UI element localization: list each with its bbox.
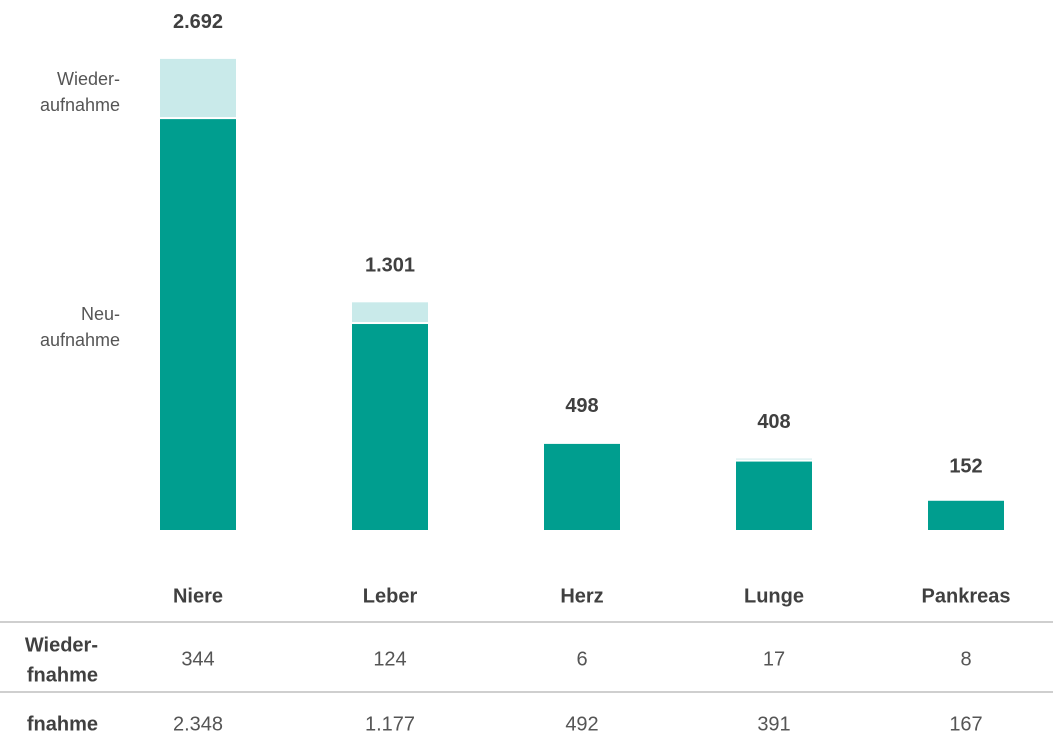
row-label: Wieder- [25, 634, 98, 656]
bar-segment [736, 461, 812, 530]
table-value: 391 [757, 713, 790, 735]
table-value: 2.348 [173, 713, 223, 735]
annotation: aufnahme [40, 95, 120, 115]
total-label: 498 [565, 395, 598, 417]
row-label: fnahme [27, 713, 98, 735]
x-tick-label: Lunge [744, 585, 804, 607]
x-tick-label: Leber [363, 585, 418, 607]
bar-segment [352, 302, 428, 323]
x-tick-label: Niere [173, 585, 223, 607]
bar-segment [928, 500, 1004, 530]
annotation: aufnahme [40, 330, 120, 350]
annotation: Wieder- [57, 69, 120, 89]
bar-segment [736, 458, 812, 460]
table-value: 167 [949, 713, 982, 735]
total-label: 1.301 [365, 255, 415, 277]
table-value: 17 [763, 648, 785, 670]
total-label: 2.692 [173, 11, 223, 33]
table-value: 344 [181, 648, 214, 670]
total-label: 152 [949, 456, 982, 478]
bar-segment [544, 443, 620, 530]
table-value: 124 [373, 648, 406, 670]
annotation: Neu- [81, 304, 120, 324]
bar-segment [160, 119, 236, 530]
table-value: 1.177 [365, 713, 415, 735]
bar-segment [352, 324, 428, 530]
x-tick-label: Herz [560, 585, 603, 607]
table-value: 492 [565, 713, 598, 735]
row-label: fnahme [27, 664, 98, 686]
table-value: 8 [960, 648, 971, 670]
total-label: 408 [757, 411, 790, 433]
bar-segment [160, 58, 236, 118]
x-tick-label: Pankreas [922, 585, 1011, 607]
table-value: 6 [576, 648, 587, 670]
